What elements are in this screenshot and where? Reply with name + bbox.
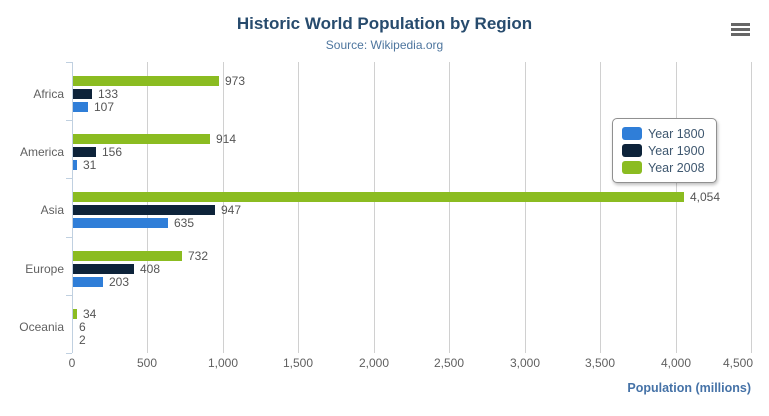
legend-symbol-icon <box>622 144 642 157</box>
hamburger-menu-icon <box>731 27 750 31</box>
gridline <box>751 62 752 353</box>
legend-item-year-1800[interactable]: Year 1800 <box>622 125 705 142</box>
gridline <box>525 62 526 353</box>
bar-year-1800-africa[interactable] <box>72 102 88 112</box>
x-axis-title: Population (millions) <box>627 381 751 395</box>
bar-value-label: 4,054 <box>690 190 721 204</box>
category-axis-tick <box>66 237 72 238</box>
legend: Year 1800 Year 1900 Year 2008 <box>612 118 717 183</box>
bar-value-label: 914 <box>216 132 237 146</box>
legend-label: Year 1900 <box>648 143 705 158</box>
category-axis-tick <box>66 353 72 354</box>
bar-value-label: 732 <box>188 249 209 263</box>
x-tick-label: 1,500 <box>282 356 314 370</box>
bar-year-1900-america[interactable] <box>72 147 96 157</box>
bar-value-label: 34 <box>83 307 97 321</box>
x-tick-label: 2,000 <box>358 356 390 370</box>
bar-year-1800-europe[interactable] <box>72 277 103 287</box>
gridline <box>449 62 450 353</box>
bar-value-label: 203 <box>109 275 130 289</box>
x-tick-label: 500 <box>136 356 158 370</box>
bar-value-label: 107 <box>94 100 115 114</box>
plot-area: 973 914 4,054 732 34 133 156 947 408 6 107 31 635 203… <box>66 62 752 354</box>
gridline <box>600 62 601 353</box>
x-tick-label: 1,000 <box>207 356 239 370</box>
hamburger-menu-icon <box>731 32 750 36</box>
bar-value-label: 133 <box>98 87 119 101</box>
legend-symbol-icon <box>622 127 642 140</box>
bar-year-1900-europe[interactable] <box>72 264 134 274</box>
bar-year-1800-asia[interactable] <box>72 218 168 228</box>
category-label-africa: Africa <box>33 87 64 101</box>
category-axis-tick <box>66 178 72 179</box>
bar-value-label: 635 <box>174 216 195 230</box>
category-axis-tick <box>66 120 72 121</box>
bar-value-label: 2 <box>79 333 86 347</box>
chart-title: Historic World Population by Region <box>236 14 533 33</box>
bar-value-label: 6 <box>79 320 86 334</box>
export-menu-button[interactable] <box>727 18 754 42</box>
bar-year-2008-africa[interactable] <box>72 76 219 86</box>
category-axis-line <box>72 62 73 353</box>
legend-label: Year 1800 <box>648 126 705 141</box>
gridline <box>223 62 224 353</box>
legend-item-year-2008[interactable]: Year 2008 <box>622 159 705 176</box>
bar-value-label: 973 <box>225 74 246 88</box>
category-axis-tick <box>66 295 72 296</box>
bar-value-label: 947 <box>221 203 242 217</box>
bar-year-1900-asia[interactable] <box>72 205 215 215</box>
gridline <box>374 62 375 353</box>
bar-value-label: 408 <box>140 262 161 276</box>
bar-year-1800-america[interactable] <box>72 160 77 170</box>
category-label-america: America <box>19 145 64 159</box>
x-tick-label: 0 <box>68 356 76 370</box>
bar-year-1900-africa[interactable] <box>72 89 92 99</box>
legend-item-year-1900[interactable]: Year 1900 <box>622 142 705 159</box>
bar-year-2008-america[interactable] <box>72 134 210 144</box>
legend-symbol-icon <box>622 161 642 174</box>
x-tick-label: 4,000 <box>660 356 692 370</box>
hamburger-menu-icon <box>731 22 750 26</box>
bar-value-label: 156 <box>102 145 123 159</box>
x-tick-label: 3,500 <box>584 356 616 370</box>
gridline <box>676 62 677 353</box>
category-axis-tick <box>66 62 72 63</box>
category-label-europe: Europe <box>25 262 64 276</box>
x-tick-label: 3,000 <box>509 356 541 370</box>
gridline <box>298 62 299 353</box>
category-label-oceania: Oceania <box>19 320 64 334</box>
bar-year-2008-oceania[interactable] <box>72 309 77 319</box>
x-tick-label: 4,500 <box>722 356 753 370</box>
bar-year-2008-asia[interactable] <box>72 192 684 202</box>
chart-subtitle: Source: Wikipedia.org <box>325 38 444 52</box>
x-tick-label: 2,500 <box>433 356 465 370</box>
category-label-asia: Asia <box>40 203 64 217</box>
bar-value-label: 31 <box>83 158 97 172</box>
bar-year-2008-europe[interactable] <box>72 251 182 261</box>
legend-label: Year 2008 <box>648 160 705 175</box>
